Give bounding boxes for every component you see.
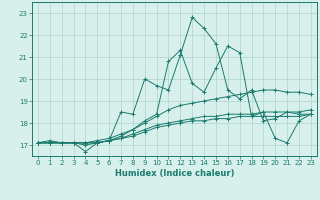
X-axis label: Humidex (Indice chaleur): Humidex (Indice chaleur) — [115, 169, 234, 178]
